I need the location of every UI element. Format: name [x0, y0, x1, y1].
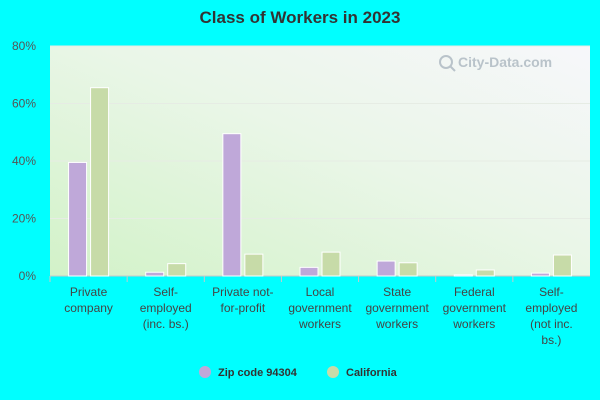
legend-swatch [199, 366, 211, 378]
bar [321, 251, 341, 277]
y-tick-label: 60% [12, 97, 36, 111]
bar [530, 272, 550, 277]
bar [90, 87, 110, 277]
bar [299, 266, 319, 277]
x-category-label: State [383, 285, 411, 299]
y-axis-ticks: 0% 20% 40% 60% 80% [12, 39, 36, 283]
y-tick-label: 0% [19, 269, 37, 283]
x-category-label: workers [375, 317, 418, 331]
x-category-label: (inc. bs.) [143, 317, 189, 331]
bar [376, 260, 396, 277]
x-category-label: employed [140, 301, 192, 315]
x-category-label: (not inc. [530, 317, 573, 331]
x-category-label: government [365, 301, 429, 315]
bar [244, 253, 264, 277]
x-category-label: Private [70, 285, 108, 299]
x-category-label: bs.) [541, 333, 561, 347]
x-category-label: government [288, 301, 352, 315]
bar [453, 274, 473, 277]
legend-label: California [346, 367, 398, 379]
bar [68, 161, 88, 277]
x-category-label: employed [525, 301, 577, 315]
bar [222, 133, 242, 277]
grid-lines [50, 45, 590, 277]
bar [167, 263, 187, 277]
legend-swatch [327, 366, 339, 378]
x-category-label: Private not- [212, 285, 273, 299]
x-category-label: company [64, 301, 113, 315]
legend-label: Zip code 94304 [218, 367, 298, 379]
bar [552, 254, 572, 277]
bar [475, 269, 495, 277]
x-axis-labels: Private company Self-employed (inc. bs.) Pri… [49, 276, 577, 347]
legend: Zip code 94304 California [199, 366, 398, 379]
watermark-magnifier-icon [439, 55, 453, 69]
watermark-text: City-Data.com [458, 54, 552, 70]
x-category-label: government [443, 301, 507, 315]
bars [68, 87, 572, 277]
y-tick-label: 40% [12, 154, 36, 168]
x-category-label: workers [298, 317, 341, 331]
x-category-label: Local [306, 285, 335, 299]
x-category-label: Self- [539, 285, 564, 299]
bar [398, 262, 418, 277]
watermark: City-Data.com [439, 54, 552, 72]
chart-title: Class of Workers in 2023 [199, 8, 401, 27]
y-tick-label: 20% [12, 212, 36, 226]
x-category-label: workers [452, 317, 495, 331]
watermark-magnifier-handle [449, 65, 456, 72]
y-tick-label: 80% [12, 39, 36, 53]
x-category-label: Federal [454, 285, 495, 299]
x-category-label: for-profit [221, 301, 266, 315]
bar [145, 271, 165, 277]
x-category-label: Self- [153, 285, 178, 299]
